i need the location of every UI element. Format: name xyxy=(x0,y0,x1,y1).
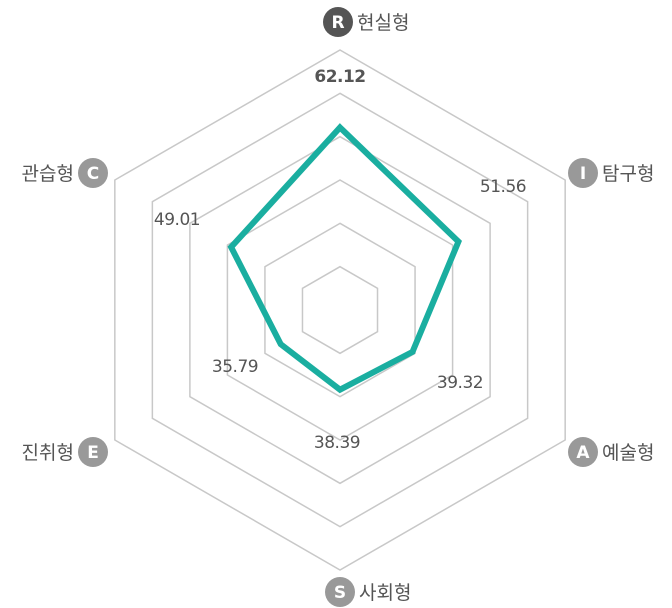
axis-label: R 현실형 xyxy=(323,7,409,37)
value-label: 62.12 xyxy=(314,67,365,87)
badge xyxy=(323,7,353,37)
badge xyxy=(568,158,598,188)
category-label: 관습형 xyxy=(22,163,74,185)
value-label: 51.56 xyxy=(480,177,526,197)
axis-label: C 관습형 xyxy=(22,158,108,188)
axis-label: I 탐구형 xyxy=(568,158,654,188)
axis-label: E 진취형 xyxy=(22,437,108,467)
badge xyxy=(78,437,108,467)
data-polygon xyxy=(227,123,462,394)
category-label: 예술형 xyxy=(602,442,654,464)
grid-ring xyxy=(301,265,379,355)
grid-ring xyxy=(226,179,454,441)
badge xyxy=(568,437,598,467)
category-label: 사회형 xyxy=(359,582,411,604)
value-label: 49.01 xyxy=(154,210,200,230)
grid-ring xyxy=(264,222,416,398)
axis-label: S 사회형 xyxy=(325,577,411,607)
category-label: 탐구형 xyxy=(602,163,654,185)
grid-ring xyxy=(189,135,491,485)
category-label: 진취형 xyxy=(22,442,74,464)
grid-ring xyxy=(151,92,529,528)
badge-letter: A xyxy=(576,443,590,463)
badge xyxy=(78,158,108,188)
badge-letter: R xyxy=(331,13,344,33)
grid-ring xyxy=(114,49,566,571)
axis-label: A 예술형 xyxy=(568,437,654,467)
badge-letter: I xyxy=(580,164,586,184)
value-label: 35.79 xyxy=(212,357,258,377)
badge-letter: S xyxy=(334,583,346,603)
badge-letter: C xyxy=(87,164,99,184)
value-label: 39.32 xyxy=(437,373,483,393)
badge-letter: E xyxy=(87,443,99,463)
badge xyxy=(325,577,355,607)
category-label: 현실형 xyxy=(357,12,409,34)
value-label: 38.39 xyxy=(314,433,360,453)
